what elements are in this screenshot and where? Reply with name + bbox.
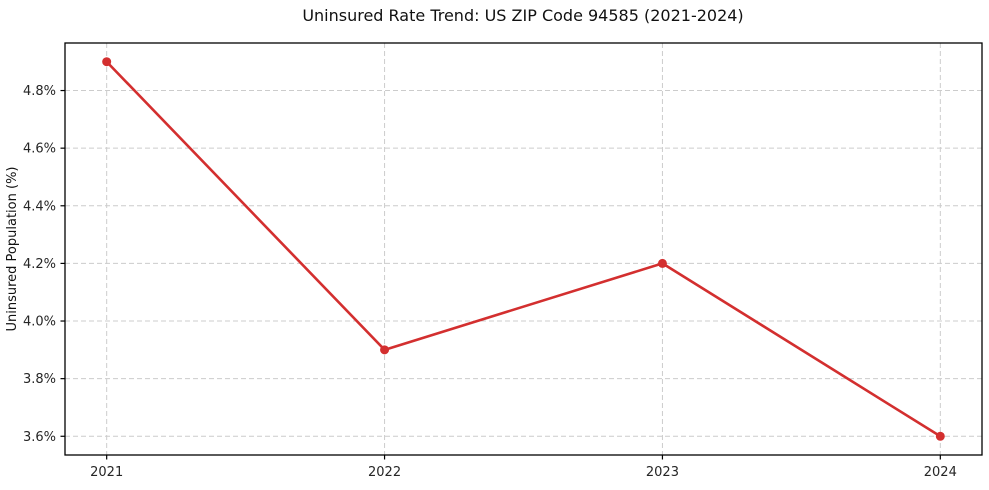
- data-point-marker: [380, 345, 390, 355]
- y-tick-label: 4.2%: [23, 257, 56, 272]
- y-tick-label: 3.6%: [23, 430, 56, 445]
- y-axis-label: Uninsured Population (%): [5, 167, 20, 332]
- ticks-layer: 3.6% 3.8% 4.0% 4.2% 4.4% 4.6% 4.8% 2021 2022 2023…: [23, 84, 957, 480]
- chart-title: Uninsured Rate Trend: US ZIP Code 94585 …: [302, 6, 743, 25]
- data-point-marker: [102, 57, 112, 67]
- x-tick-label: 2023: [646, 465, 679, 480]
- plot-frame: [64, 42, 983, 456]
- y-tick-label: 4.0%: [23, 315, 56, 330]
- x-tick-label: 2021: [90, 465, 123, 480]
- trend-line: [105, 60, 942, 438]
- x-tick-label: 2022: [368, 465, 401, 480]
- data-point-marker: [935, 431, 945, 441]
- y-tick-label: 4.4%: [23, 199, 56, 214]
- y-tick-label: 4.8%: [23, 84, 56, 99]
- y-tick-label: 3.8%: [23, 372, 56, 387]
- y-tick-label: 4.6%: [23, 142, 56, 157]
- gridlines-layer: [65, 43, 982, 455]
- x-tick-label: 2024: [924, 465, 957, 480]
- series-layer: [102, 57, 945, 441]
- data-point-marker: [657, 258, 667, 268]
